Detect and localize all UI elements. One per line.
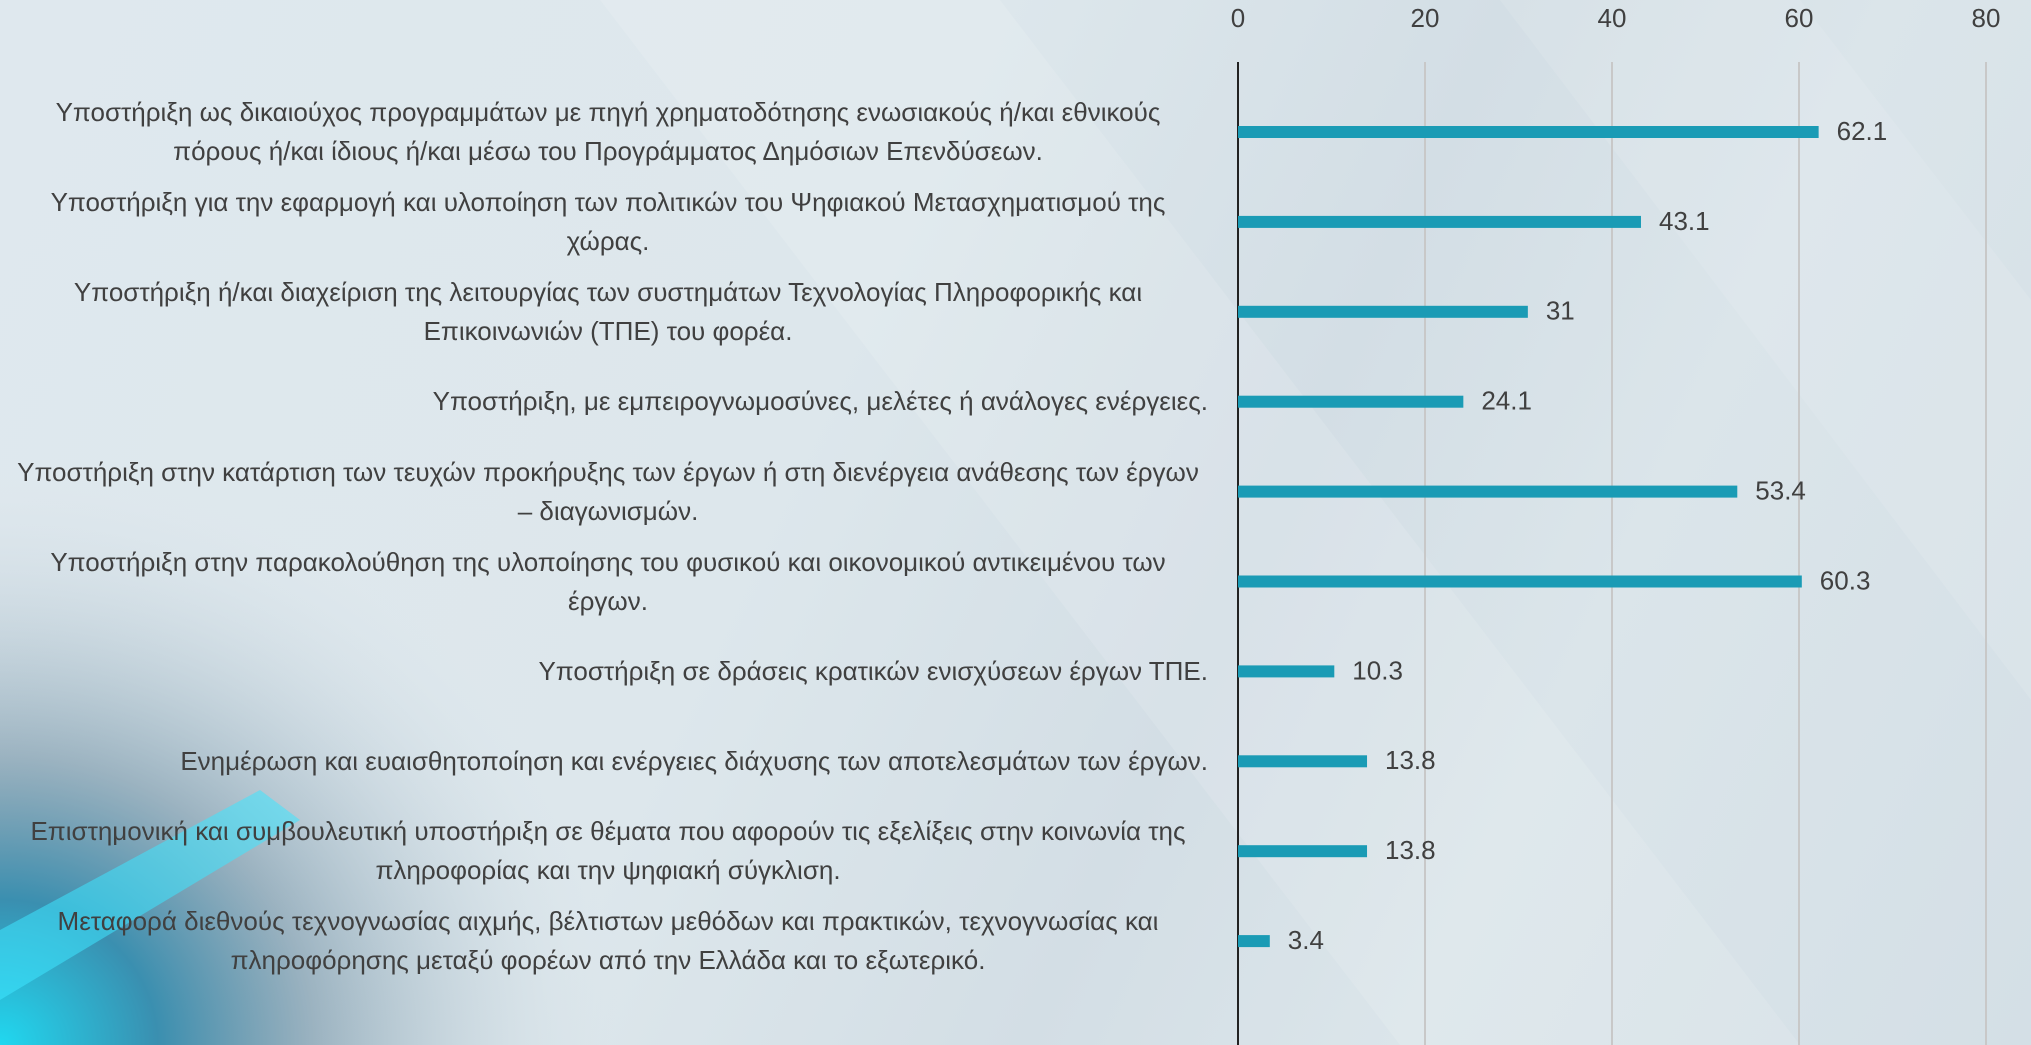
category-label: Ενημέρωση και ευαισθητοποίηση και ενέργε…: [180, 745, 1208, 776]
category-label: Υποστήριξη στην κατάρτιση των τευχών προ…: [17, 456, 1199, 526]
value-label: 3.4: [1288, 925, 1324, 955]
bar: [1238, 305, 1528, 318]
category-label-box: Ενημέρωση και ευαισθητοποίηση και ενέργε…: [8, 721, 1208, 801]
category-label-box: Μεταφορά διεθνούς τεχνογνωσίας αιχμής, β…: [8, 901, 1208, 981]
value-label: 10.3: [1352, 655, 1403, 685]
category-label: Υποστήριξη στην παρακολούθηση της υλοποί…: [50, 546, 1166, 616]
bar: [1238, 395, 1464, 408]
category-label: Μεταφορά διεθνούς τεχνογνωσίας αιχμής, β…: [57, 906, 1159, 976]
value-label: 60.3: [1820, 565, 1871, 595]
x-tick-label: 0: [1231, 3, 1245, 33]
x-tick-label: 80: [1972, 3, 2001, 33]
bar: [1238, 845, 1368, 858]
value-label: 62.1: [1837, 116, 1888, 146]
category-label: Υποστήριξη ή/και διαχείριση της λειτουργ…: [73, 276, 1143, 346]
bar: [1238, 935, 1270, 948]
category-label-box: Υποστήριξη για την εφαρμογή και υλοποίησ…: [8, 182, 1208, 262]
value-label: 31: [1546, 296, 1575, 326]
bar: [1238, 126, 1819, 138]
bar: [1238, 665, 1335, 678]
category-label-box: Υποστήριξη ή/και διαχείριση της λειτουργ…: [8, 272, 1208, 352]
category-label-box: Επιστημονική και συμβουλευτική υποστήριξ…: [8, 811, 1208, 891]
x-tick-label: 40: [1598, 3, 1627, 33]
value-label: 24.1: [1481, 386, 1532, 416]
category-label: Επιστημονική και συμβουλευτική υποστήριξ…: [30, 816, 1186, 886]
bar: [1238, 215, 1641, 228]
value-label: 13.8: [1385, 745, 1436, 775]
bar: [1238, 575, 1802, 588]
category-label-box: Υποστήριξη σε δράσεις κρατικών ενισχύσεω…: [8, 631, 1208, 711]
category-label: Υποστήριξη για την εφαρμογή και υλοποίησ…: [50, 186, 1166, 256]
bar: [1238, 485, 1738, 498]
category-label: Υποστήριξη σε δράσεις κρατικών ενισχύσεω…: [538, 655, 1208, 686]
category-label: Υποστήριξη ως δικαιούχος προγραμμάτων με…: [55, 97, 1161, 166]
category-label-box: Υποστήριξη ως δικαιούχος προγραμμάτων με…: [8, 92, 1208, 172]
category-label-box: Υποστήριξη στην παρακολούθηση της υλοποί…: [8, 542, 1208, 622]
value-label: 53.4: [1755, 475, 1806, 505]
bar: [1238, 755, 1368, 768]
value-label: 13.8: [1385, 835, 1436, 865]
x-tick-label: 20: [1411, 3, 1440, 33]
category-label-box: Υποστήριξη στην κατάρτιση των τευχών προ…: [8, 452, 1208, 532]
x-tick-label: 60: [1785, 3, 1814, 33]
category-label-box: Υποστήριξη, με εμπειρογνωμοσύνες, μελέτε…: [8, 362, 1208, 442]
category-label: Υποστήριξη, με εμπειρογνωμοσύνες, μελέτε…: [432, 386, 1208, 417]
value-label: 43.1: [1659, 206, 1710, 236]
